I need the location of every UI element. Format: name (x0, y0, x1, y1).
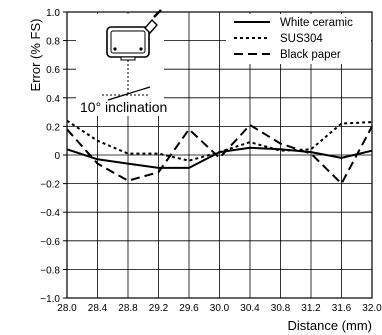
x-tick-label: 28.0 (57, 303, 77, 314)
x-tick-label: 30.0 (210, 303, 230, 314)
y-tick-label: −0.4 (40, 208, 60, 219)
series-line-sus304 (66, 119, 373, 162)
legend: White ceramic SUS304 Black paper (226, 14, 371, 64)
x-tick-label: 30.4 (240, 303, 260, 314)
y-tick-label: −0.6 (40, 237, 60, 248)
legend-label-sus304: SUS304 (280, 33, 323, 45)
y-tick-label: 0.2 (46, 122, 60, 133)
legend-label-white-ceramic: White ceramic (280, 17, 353, 29)
y-tick-label: 0.4 (46, 94, 60, 105)
inclination-illustration (76, 9, 164, 116)
y-tick-label: 0.6 (46, 65, 60, 76)
x-tick-label: 29.6 (179, 303, 199, 314)
series-lines (66, 119, 373, 185)
annotation-inclination: 10° inclination (80, 99, 167, 115)
y-tick-label: −0.8 (40, 265, 60, 276)
y-tick-label: 1.0 (46, 8, 60, 19)
x-tick-label: 32.0 (362, 303, 382, 314)
y-tick-label: −1.0 (40, 294, 60, 305)
legend-label-black-paper: Black paper (280, 49, 341, 61)
x-axis-label: Distance (mm) (287, 318, 372, 333)
x-tick-label: 31.2 (301, 303, 321, 314)
y-tick-label: 0.8 (46, 37, 60, 48)
y-tick-label: 0 (54, 151, 60, 162)
y-axis-label: Error (% FS) (28, 19, 43, 92)
x-tick-label: 28.8 (118, 303, 138, 314)
inclined-target (107, 86, 151, 101)
x-tick-label: 28.4 (88, 303, 108, 314)
x-axis-ticks: 28.0 28.4 28.8 29.2 29.6 30.0 30.4 30.8 31.2 31.6… (57, 303, 382, 314)
x-tick-label: 30.8 (271, 303, 291, 314)
y-tick-label: −0.2 (40, 180, 60, 191)
x-tick-label: 29.2 (149, 303, 169, 314)
y-axis-ticks: 1.0 0.8 0.6 0.4 0.2 0 −0.2 −0.4 −0.6 −0.8 −1.0 (40, 8, 67, 305)
x-tick-label: 31.6 (332, 303, 352, 314)
